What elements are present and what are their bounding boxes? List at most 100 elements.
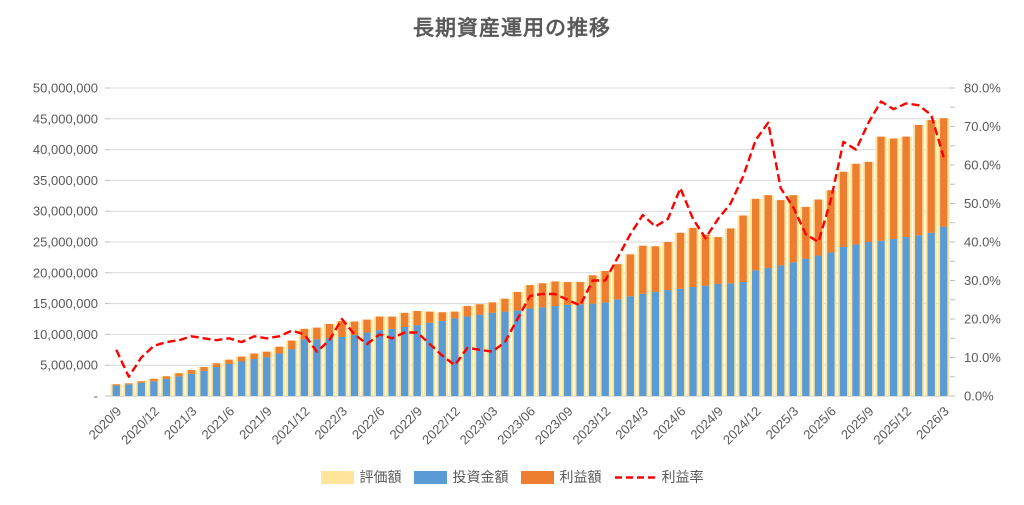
profit-bar: [388, 316, 396, 329]
profit-rate-line: [115, 100, 945, 378]
left-axis-label: 45,000,000: [33, 111, 98, 126]
x-axis-label: 2025/3: [763, 404, 802, 443]
profit-bar: [275, 346, 283, 354]
profit-bar: [814, 199, 823, 256]
legend-swatch: [320, 470, 354, 484]
legend-swatch: [520, 470, 554, 484]
x-axis-label: 2022/6: [349, 404, 388, 443]
profit-bar: [400, 312, 409, 328]
right-axis-label: 30.0%: [964, 273, 1001, 288]
profit-bar: [125, 383, 133, 385]
left-axis-label: 30,000,000: [33, 204, 98, 219]
profit-bar: [827, 190, 835, 253]
profit-bar: [501, 298, 509, 312]
profit-bar: [413, 310, 421, 326]
x-axis-label: 2022/12: [419, 404, 463, 448]
investment-bar: [375, 330, 384, 396]
axis-labels: - 5,000,000 10,000,000 15,000,000 20,000,000…: [33, 81, 1001, 404]
x-axis-label: 2020/12: [118, 404, 162, 448]
investment-bar: [915, 235, 923, 396]
chart-title: 長期資産運用の推移: [413, 17, 611, 40]
left-axis-label: 15,000,000: [33, 296, 98, 311]
investment-bar: [877, 240, 885, 396]
legend-item-評価額: 評価額: [320, 467, 402, 487]
profit-bars: [112, 118, 948, 386]
investment-bar: [187, 373, 196, 396]
investment-bar: [137, 382, 145, 396]
investment-bar: [752, 270, 760, 396]
profit-bar: [889, 138, 898, 239]
investment-bar: [263, 357, 271, 396]
profit-bar: [839, 171, 848, 247]
investment-bar: [237, 361, 246, 396]
profit-bar: [325, 323, 334, 339]
investment-bar: [639, 293, 647, 396]
investment-bar: [300, 339, 308, 396]
profit-bar: [137, 381, 145, 383]
investment-bar: [463, 316, 471, 396]
investment-bar: [614, 299, 622, 396]
profit-bar: [915, 124, 923, 236]
investment-bar: [413, 325, 421, 396]
investment-bar: [814, 255, 823, 396]
investment-bar: [288, 349, 296, 396]
x-axis-label: 2023/12: [570, 404, 614, 448]
profit-bar: [513, 291, 522, 311]
profit-bar: [175, 373, 183, 377]
investment-bar: [476, 314, 484, 396]
investment-bar: [313, 339, 321, 396]
profit-bar: [927, 120, 935, 233]
investment-bar: [777, 265, 785, 396]
profit-bar: [589, 275, 597, 304]
profit-bar: [676, 232, 685, 289]
profit-bar: [576, 282, 584, 305]
profit-bar: [313, 327, 321, 340]
investment-bar: [940, 226, 948, 396]
investment-bar: [852, 244, 860, 396]
x-axis-label: 2024/6: [650, 404, 689, 443]
profit-bar: [187, 370, 196, 374]
left-axis-label: -: [94, 389, 98, 404]
left-axis-label: 50,000,000: [33, 81, 98, 96]
profit-bar: [639, 245, 647, 294]
profit-bar: [538, 283, 547, 308]
investment-bar: [664, 290, 672, 396]
profit-bar: [463, 306, 471, 317]
investment-bar: [363, 332, 371, 396]
x-axis-label: 2024/3: [612, 404, 651, 443]
investment-bar: [451, 318, 459, 396]
investment-bar: [927, 232, 935, 396]
legend-item-利益率: 利益率: [614, 467, 704, 487]
investment-bar: [501, 311, 509, 396]
profit-bar: [940, 118, 948, 227]
profit-bar: [476, 304, 484, 315]
left-axis-label: 10,000,000: [33, 327, 98, 342]
legend-label: 評価額: [359, 469, 402, 485]
profit-bar: [864, 161, 873, 242]
x-axis-label: 2021/6: [199, 404, 238, 443]
profit-bar: [614, 264, 622, 300]
x-axis-label: 2023/06: [494, 404, 538, 448]
profit-bar: [488, 302, 497, 313]
investment-bar: [275, 353, 283, 396]
profit-bar: [752, 198, 760, 271]
legend-line-sample: [614, 475, 655, 479]
investment-bar: [338, 336, 346, 396]
investment-bar: [802, 258, 810, 396]
investment-bar: [426, 322, 434, 396]
profit-bar: [777, 200, 785, 266]
x-axis-label: 2025/12: [870, 404, 914, 448]
right-axis-label: 70.0%: [964, 119, 1001, 134]
profit-bar: [563, 282, 572, 305]
x-axis-label: 2021/3: [161, 404, 200, 443]
right-axis-label: 0.0%: [964, 389, 994, 404]
profit-bar: [651, 246, 660, 292]
profit-bar: [739, 215, 747, 283]
investment-bar: [889, 238, 898, 396]
investment-bar: [438, 320, 446, 396]
profit-bar: [162, 376, 171, 379]
right-axis-label: 20.0%: [964, 312, 1001, 327]
investment-bars: [112, 226, 948, 396]
profit-bar: [764, 195, 772, 268]
